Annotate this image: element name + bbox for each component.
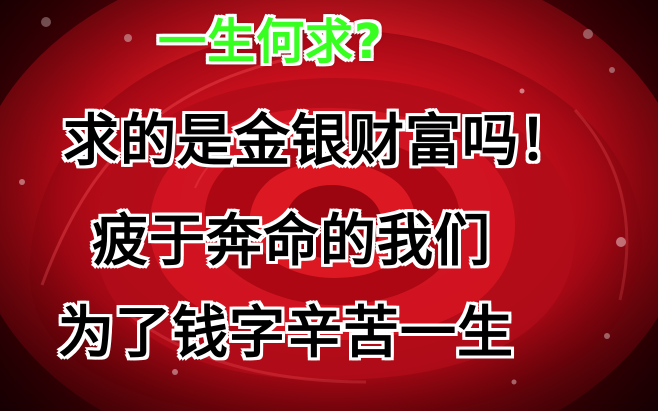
caption-title: 一生何求? (158, 14, 383, 70)
caption-line-2: 求的是金银财富吗！ (63, 109, 576, 174)
caption-line-3: 疲于奔命的我们 (92, 209, 491, 274)
caption-line-4: 为了钱字辛苦一生 (58, 301, 514, 366)
